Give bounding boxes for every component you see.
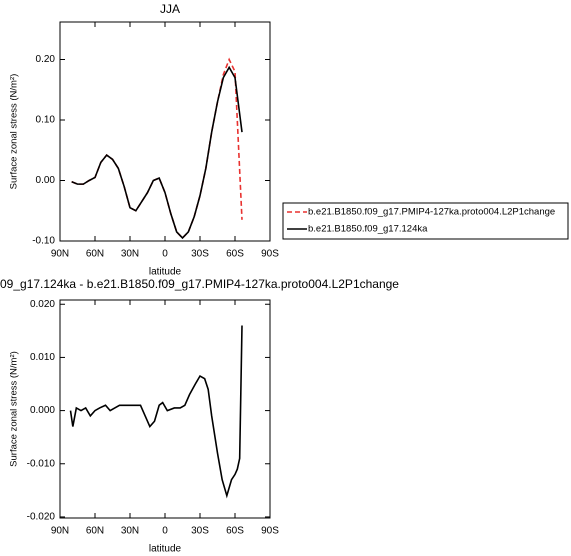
x-tick-label: 90N <box>51 249 69 260</box>
x-axis-label: latitude <box>149 544 182 555</box>
data-line <box>69 325 243 499</box>
x-tick-label: 90N <box>51 526 69 537</box>
x-tick-label: 0 <box>162 249 168 260</box>
y-tick-label: -0.020 <box>27 512 56 523</box>
x-tick-label: 30S <box>191 249 209 260</box>
y-tick-label: 0.00 <box>36 175 56 186</box>
chart-title: JJA <box>160 2 180 16</box>
data-line <box>71 65 243 240</box>
x-tick-label: 60S <box>226 526 244 537</box>
x-tick-label: 60S <box>226 249 244 260</box>
x-tick-label: 0 <box>162 526 168 537</box>
x-tick-label: 90S <box>261 249 279 260</box>
x-tick-label: 30N <box>121 526 139 537</box>
y-axis-label: Surface zonal stress (N/m²) <box>9 74 20 190</box>
y-tick-label: 0.000 <box>30 405 55 416</box>
y-tick-label: 0.020 <box>30 299 55 310</box>
y-tick-label: -0.10 <box>32 236 55 247</box>
x-tick-label: 60N <box>86 249 104 260</box>
plot-frame <box>59 299 271 519</box>
legend-box <box>282 202 569 240</box>
legend-label: b.e21.B1850.f09_g17.124ka <box>308 224 428 235</box>
chart-title: 09_g17.124ka - b.e21.B1850.f09_g17.PMIP4… <box>0 277 399 291</box>
x-tick-label: 90S <box>261 526 279 537</box>
y-tick-label: 0.010 <box>30 352 55 363</box>
y-tick-label: -0.010 <box>27 458 56 469</box>
y-axis-label: Surface zonal stress (N/m²) <box>9 351 20 467</box>
data-line <box>71 57 243 240</box>
x-axis-label: latitude <box>149 267 182 278</box>
x-tick-label: 60N <box>86 526 104 537</box>
y-tick-label: 0.10 <box>36 115 56 126</box>
legend-label: b.e21.B1850.f09_g17.PMIP4-127ka.proto004… <box>308 207 555 218</box>
x-tick-label: 30N <box>121 249 139 260</box>
x-tick-label: 30S <box>191 526 209 537</box>
y-tick-label: 0.20 <box>36 54 56 65</box>
